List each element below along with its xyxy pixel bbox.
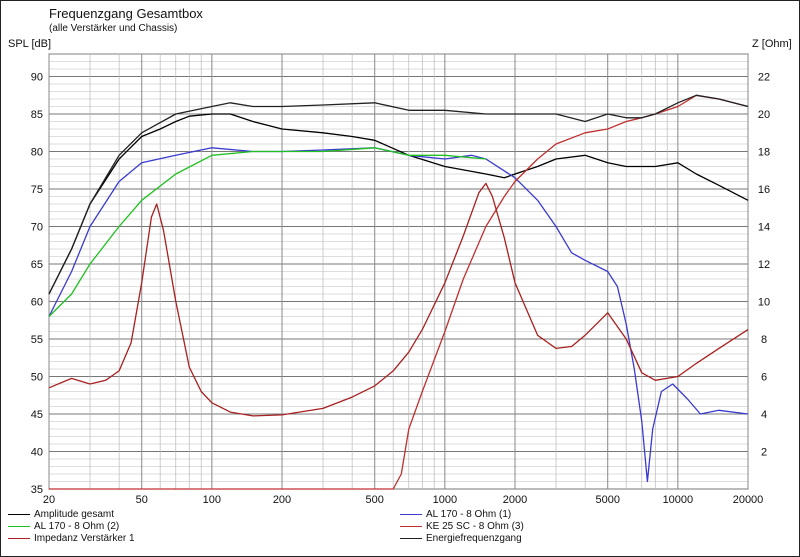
y-tick-label-left: 45 (31, 409, 43, 421)
y-tick-label-right: 2 (761, 447, 767, 459)
legend: Amplitude gesamt AL 170 - 8 Ohm (1) AL 170… (0, 505, 800, 555)
y-tick-label-left: 90 (31, 72, 43, 84)
legend-swatch (8, 514, 30, 515)
y-tick-label-right: 16 (758, 184, 770, 196)
x-tick-label: 5000 (595, 494, 619, 506)
legend-item: KE 25 SC - 8 Ohm (3) (400, 521, 524, 532)
series-line-5 (48, 182, 749, 417)
y-tick-label-right: 18 (758, 147, 770, 159)
legend-label: Impedanz Verstärker 1 (34, 533, 135, 544)
x-tick-label: 200 (273, 494, 291, 506)
y-tick-labels-right: 2 4 6 8 10 12 14 16 18 20 22 (758, 72, 770, 459)
x-tick-label: 20000 (733, 494, 764, 506)
y-axis-label-left: SPL [dB] (8, 38, 52, 50)
y-tick-label-left: 65 (31, 259, 43, 271)
legend-swatch (400, 514, 422, 515)
y-tick-label-right: 20 (758, 109, 770, 121)
series-line-4 (49, 94, 749, 490)
y-tick-label-left: 60 (31, 297, 43, 309)
y-tick-label-right: 8 (761, 334, 767, 346)
y-axis-label-right: Z [Ohm] (752, 38, 792, 50)
x-tick-label: 20 (43, 494, 55, 506)
legend-label: AL 170 - 8 Ohm (1) (426, 509, 512, 520)
x-tick-labels: 20 50 100 200 500 1000 2000 5000 10000 20000 (43, 494, 763, 506)
y-tick-label-right: 6 (761, 372, 767, 384)
x-tick-label: 10000 (663, 494, 694, 506)
y-tick-label-left: 80 (31, 147, 43, 159)
x-tick-label: 1000 (433, 494, 457, 506)
legend-label: Energiefrequenzgang (426, 533, 522, 544)
legend-item: AL 170 - 8 Ohm (2) (8, 521, 119, 532)
legend-swatch (400, 526, 422, 527)
y-tick-label-right: 10 (758, 297, 770, 309)
y-tick-label-right: 4 (761, 409, 767, 421)
y-tick-label-left: 75 (31, 184, 43, 196)
y-tick-label-left: 40 (31, 447, 43, 459)
y-tick-label-right: 12 (758, 259, 770, 271)
chart-subtitle: (alle Verstärker und Chassis) (49, 23, 178, 34)
x-tick-label: 2000 (503, 494, 527, 506)
y-tick-label-left: 55 (31, 334, 43, 346)
y-tick-labels-left: 35 40 45 50 55 60 65 70 75 80 85 90 (31, 72, 43, 497)
legend-item: AL 170 - 8 Ohm (1) (400, 509, 511, 520)
series-line-6 (48, 94, 749, 295)
x-tick-label: 100 (203, 494, 221, 506)
y-tick-label-left: 35 (31, 484, 43, 496)
legend-swatch (400, 538, 422, 539)
series-line-2 (48, 147, 749, 483)
legend-swatch (8, 526, 30, 527)
grid-lines (48, 53, 749, 490)
y-tick-label-left: 50 (31, 372, 43, 384)
x-tick-label: 50 (136, 494, 148, 506)
y-tick-label-right: 22 (758, 72, 770, 84)
series-lines (48, 94, 749, 490)
series-line-3 (48, 147, 486, 317)
legend-item: Amplitude gesamt (8, 509, 114, 520)
legend-swatch (8, 538, 30, 539)
chart-title: Frequenzgang Gesamtbox (49, 6, 203, 21)
y-tick-label-left: 70 (31, 222, 43, 234)
legend-label: KE 25 SC - 8 Ohm (3) (426, 521, 524, 532)
legend-label: AL 170 - 8 Ohm (2) (34, 521, 120, 532)
legend-item: Impedanz Verstärker 1 (8, 533, 135, 544)
legend-label: Amplitude gesamt (34, 509, 115, 520)
legend-item: Energiefrequenzgang (400, 533, 522, 544)
x-tick-label: 500 (366, 494, 384, 506)
y-tick-label-right: 14 (758, 222, 770, 234)
y-tick-label-left: 85 (31, 109, 43, 121)
